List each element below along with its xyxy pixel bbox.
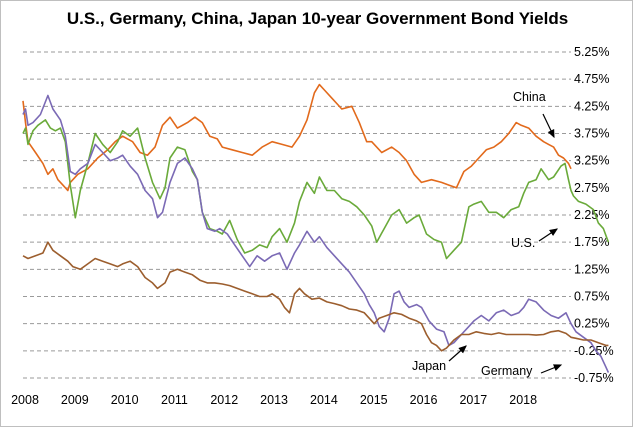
annotation-arrow-germany [540,364,563,374]
y-tick-label: -0.25% [574,344,614,358]
series-line-japan [22,241,609,352]
x-tick-label: 2014 [310,393,338,407]
annotation-arrow-china [542,113,555,139]
x-tick-label: 2016 [410,393,438,407]
y-tick-label: 2.75% [574,181,609,195]
chart-title: U.S., Germany, China, Japan 10-year Gove… [66,9,569,28]
annotation-china: China [513,90,546,104]
x-axis-ticks: 2008 2009 2010 2011 2012 2013 2014 2015 2016 2017… [11,393,537,407]
y-tick-label: 0.25% [574,317,609,331]
y-axis-ticks: 5.25% 4.75% 4.25% 3.75% 3.25% 2.75% 2.25% 1.75%… [574,45,614,385]
y-tick-label: 4.25% [574,99,609,113]
x-tick-label: 2017 [459,393,487,407]
y-tick-label: -0.75% [574,371,614,385]
annotation-japan: Japan [412,359,446,373]
x-tick-label: 2015 [360,393,388,407]
x-tick-label: 2013 [260,393,288,407]
y-tick-label: 5.25% [574,45,609,59]
annotation-germany: Germany [481,364,533,378]
x-tick-label: 2008 [11,393,39,407]
annotation-arrow-us [538,228,558,242]
x-tick-label: 2011 [161,393,188,407]
x-tick-label: 2010 [111,393,139,407]
series-lines [22,83,610,373]
series-line-us [22,119,610,260]
series-annotations: China U.S. Japan Germany [412,90,563,378]
y-tick-label: 0.75% [574,290,609,304]
annotation-us: U.S. [511,236,535,250]
y-tick-label: 2.25% [574,208,609,222]
series-line-china [22,83,572,192]
x-tick-label: 2009 [61,393,89,407]
y-tick-label: 3.75% [574,127,609,141]
annotation-arrow-japan [448,345,467,362]
y-tick-label: 1.75% [574,235,609,249]
gridlines [23,51,571,379]
y-tick-label: 3.25% [574,154,609,168]
x-tick-label: 2018 [509,393,537,407]
y-tick-label: 1.25% [574,262,609,276]
x-tick-label: 2012 [210,393,238,407]
y-tick-label: 4.75% [574,72,609,86]
series-line-germany [22,94,610,373]
